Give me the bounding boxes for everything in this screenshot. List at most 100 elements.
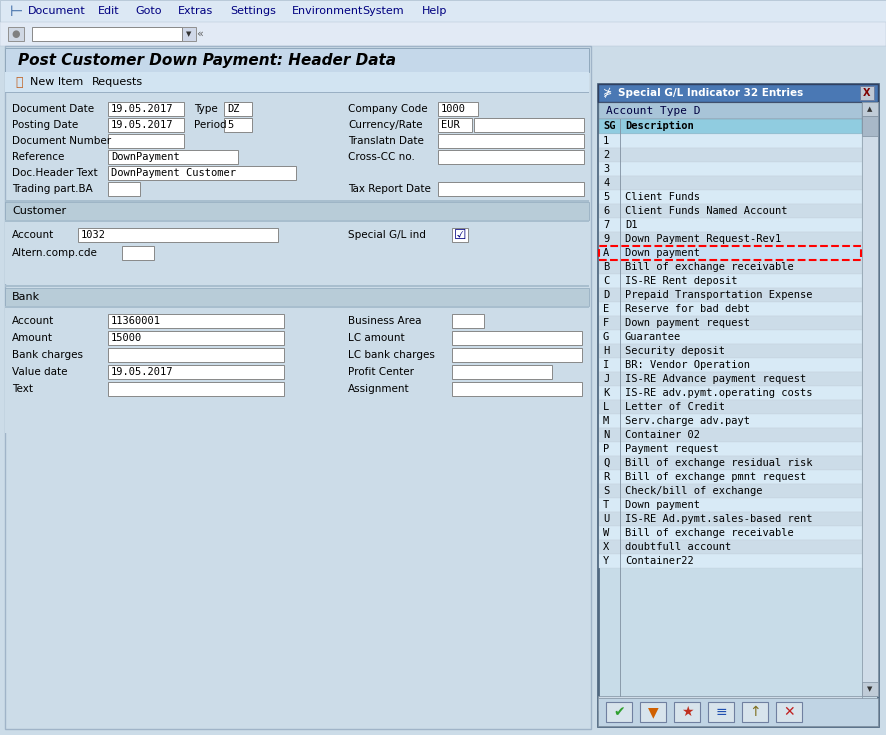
Text: doubtfull account: doubtfull account [625,542,731,552]
Bar [599,554,862,568]
Text: Help: Help [422,6,447,16]
Bar [5,202,589,220]
Text: Container 02: Container 02 [625,430,700,440]
Text: 19.05.2017: 19.05.2017 [111,104,174,114]
Text: Doc.Header Text: Doc.Header Text [12,168,97,178]
Text: F: F [603,318,610,328]
Text: 5: 5 [227,120,233,130]
Text: 2: 2 [603,150,610,160]
Bar [598,84,878,726]
Bar [5,48,589,72]
Text: Q: Q [603,458,610,468]
Text: T: T [603,500,610,510]
Text: D: D [603,290,610,300]
Text: LC bank charges: LC bank charges [348,350,435,360]
Bar [599,288,862,302]
Text: Security deposit: Security deposit [625,346,725,356]
Text: System: System [362,6,404,16]
Text: ⊢: ⊢ [10,4,23,18]
Bar [776,702,802,722]
Text: L: L [603,402,610,412]
Text: Edit: Edit [98,6,120,16]
Bar [674,702,700,722]
Bar [122,246,154,260]
Text: 6: 6 [603,206,610,216]
Text: Translatn Date: Translatn Date [348,136,424,146]
Bar [599,428,862,442]
Text: 7: 7 [603,220,610,230]
Text: G: G [603,332,610,342]
Bar [438,150,584,164]
Bar [598,698,878,726]
Bar [452,382,582,396]
Bar [108,166,296,180]
Text: Description: Description [625,121,694,131]
Bar [108,314,284,328]
Bar [599,372,862,386]
Text: E: E [603,304,610,314]
Text: 9: 9 [603,234,610,244]
Text: S: S [603,486,610,496]
Text: 19.05.2017: 19.05.2017 [111,120,174,130]
Text: Serv.charge adv.payt: Serv.charge adv.payt [625,416,750,426]
Bar [5,72,589,92]
Text: ★: ★ [680,705,693,719]
Text: X: X [603,542,610,552]
Text: Tax Report Date: Tax Report Date [348,184,431,194]
Text: Container22: Container22 [625,556,694,566]
Text: Post Customer Down Payment: Header Data: Post Customer Down Payment: Header Data [18,52,396,68]
Bar [599,246,862,260]
Text: Assignment: Assignment [348,384,409,394]
Bar [5,288,589,306]
Text: Type: Type [194,104,218,114]
Text: R: R [603,472,610,482]
Bar [599,512,862,526]
Text: 1000: 1000 [441,104,466,114]
Bar [862,102,878,696]
Bar [860,86,874,100]
Text: ✔: ✔ [613,705,625,719]
Bar [78,228,278,242]
Bar [599,246,861,260]
Bar [0,22,886,46]
Bar [5,222,589,284]
Text: A: A [603,248,610,258]
Bar [599,103,862,119]
Text: P: P [603,444,610,454]
Text: X: X [863,88,871,98]
Bar [640,702,666,722]
Text: C: C [603,276,610,286]
Text: Requests: Requests [92,77,144,87]
Bar [598,84,878,102]
Bar [599,134,862,148]
Text: Period: Period [194,120,227,130]
Bar [438,182,584,196]
Text: ✕: ✕ [783,705,795,719]
Bar [8,27,24,41]
Bar [599,316,862,330]
Text: K: K [603,388,610,398]
Text: Special G/L Indicator 32 Entries: Special G/L Indicator 32 Entries [618,88,804,98]
Bar [5,46,591,729]
Text: IS-RE Rent deposit: IS-RE Rent deposit [625,276,737,286]
Bar [5,92,589,93]
Text: I: I [603,360,610,370]
Text: Document Date: Document Date [12,104,94,114]
Bar [599,204,862,218]
Bar [10,74,28,90]
Text: Letter of Credit: Letter of Credit [625,402,725,412]
Text: Bill of exchange residual risk: Bill of exchange residual risk [625,458,812,468]
Text: Posting Date: Posting Date [12,120,78,130]
Text: ⋡: ⋡ [603,87,613,98]
Bar [599,190,862,204]
Text: 1: 1 [603,136,610,146]
Bar [5,285,589,287]
Bar [108,118,184,132]
Bar [599,484,862,498]
Text: 4: 4 [603,178,610,188]
Text: Account Type D: Account Type D [606,106,701,116]
Text: ▼: ▼ [648,705,658,719]
Text: Bill of exchange receivable: Bill of exchange receivable [625,262,794,272]
Text: Goto: Goto [135,6,161,16]
Bar [598,696,862,710]
